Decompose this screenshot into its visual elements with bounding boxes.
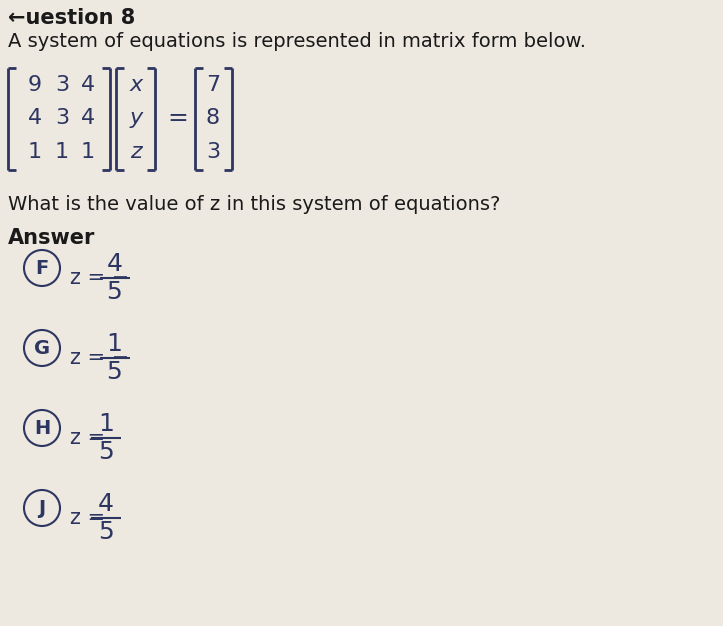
Text: z =: z = <box>70 508 112 528</box>
Text: 3: 3 <box>206 142 220 162</box>
Text: z = −: z = − <box>70 348 129 368</box>
Text: 7: 7 <box>206 75 220 95</box>
Text: 4: 4 <box>106 252 122 276</box>
Text: 3: 3 <box>55 108 69 128</box>
Text: 4: 4 <box>98 492 114 516</box>
Text: 8: 8 <box>206 108 220 128</box>
Text: z =: z = <box>70 428 112 448</box>
Text: G: G <box>34 339 50 357</box>
Text: F: F <box>35 259 48 277</box>
Text: x: x <box>129 75 142 95</box>
Text: 1: 1 <box>81 142 95 162</box>
Text: 5: 5 <box>98 440 114 464</box>
Text: Answer: Answer <box>8 228 95 248</box>
Text: y: y <box>129 108 142 128</box>
Text: J: J <box>38 498 46 518</box>
Text: 9: 9 <box>28 75 42 95</box>
Text: 1: 1 <box>106 332 122 356</box>
Text: 5: 5 <box>106 360 122 384</box>
Text: A system of equations is represented in matrix form below.: A system of equations is represented in … <box>8 32 586 51</box>
Text: 4: 4 <box>81 108 95 128</box>
Text: 1: 1 <box>28 142 42 162</box>
Text: 4: 4 <box>81 75 95 95</box>
Text: 5: 5 <box>98 520 114 544</box>
Text: 1: 1 <box>98 412 114 436</box>
Text: H: H <box>34 419 50 438</box>
Text: 1: 1 <box>55 142 69 162</box>
Text: =: = <box>168 106 189 130</box>
Text: 4: 4 <box>28 108 42 128</box>
Text: What is the value of z in this system of equations?: What is the value of z in this system of… <box>8 195 500 214</box>
Text: z = −: z = − <box>70 268 129 288</box>
Text: ←uestion 8: ←uestion 8 <box>8 8 135 28</box>
Text: 3: 3 <box>55 75 69 95</box>
Text: 5: 5 <box>106 280 122 304</box>
Text: z: z <box>130 142 142 162</box>
